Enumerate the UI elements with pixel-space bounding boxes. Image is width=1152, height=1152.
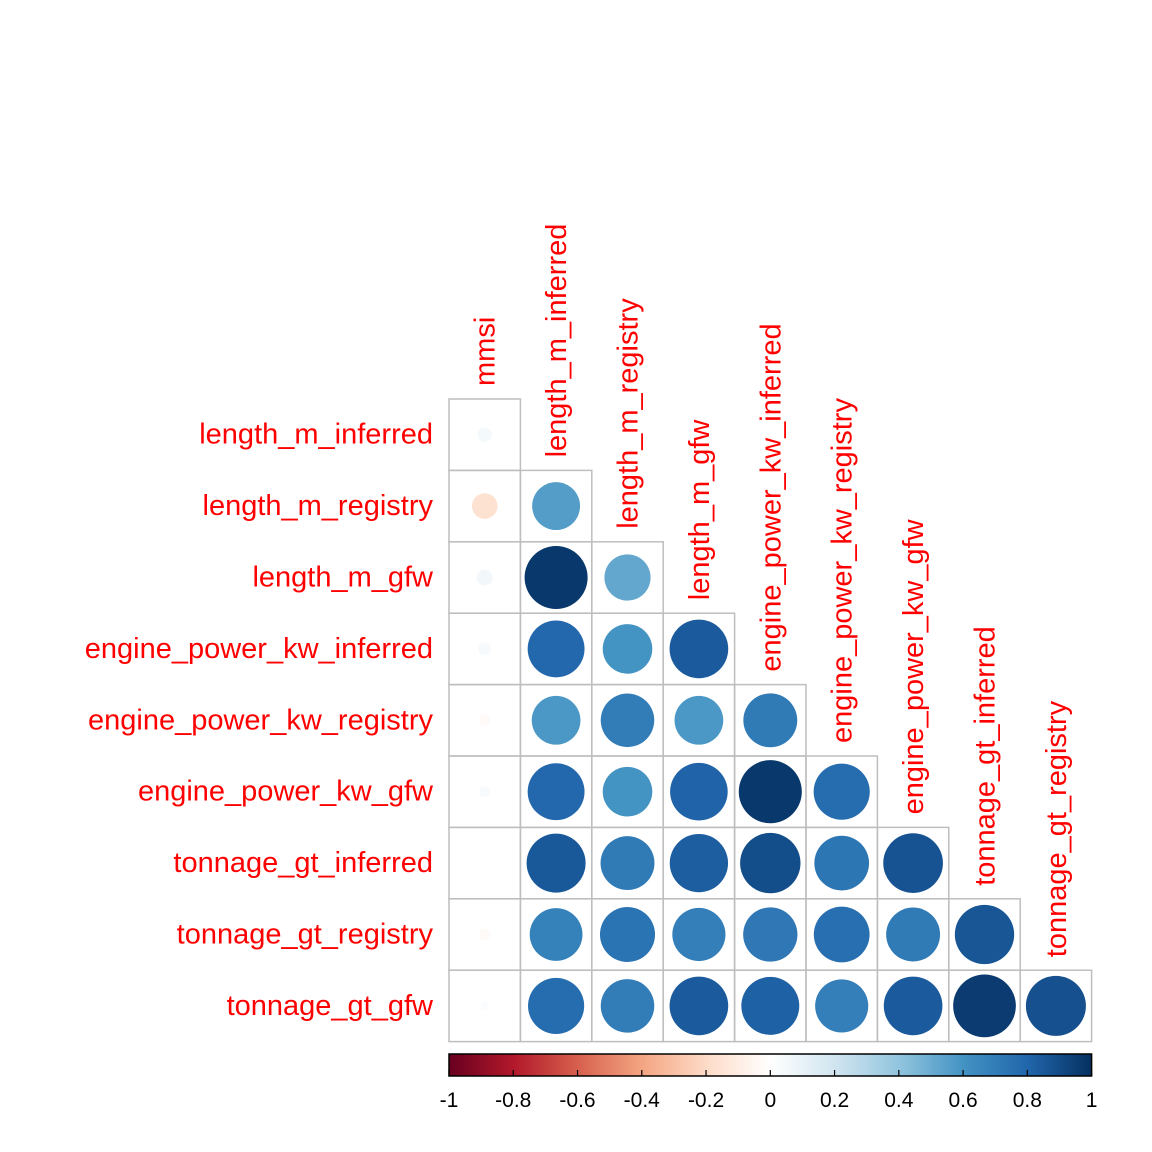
correlation-circle <box>741 976 800 1035</box>
row-label: engine_power_kw_registry <box>88 704 433 736</box>
correlation-circle <box>674 695 724 745</box>
row-label: tonnage_gt_registry <box>177 919 434 951</box>
correlation-circle <box>743 907 798 962</box>
colorbar-tick-label: 0.2 <box>820 1089 849 1112</box>
correlation-circle <box>529 908 583 961</box>
row-label: length_m_inferred <box>199 419 433 451</box>
correlation-circle <box>524 545 588 610</box>
correlation-circle <box>602 624 653 674</box>
row-label: tonnage_gt_gfw <box>227 990 434 1022</box>
correlation-circle <box>532 482 581 531</box>
correlation-circle <box>600 693 655 748</box>
colorbar-tick-label: 1 <box>1086 1089 1098 1112</box>
colorbar-tick-label: -0.8 <box>495 1089 531 1112</box>
correlation-circle <box>477 427 492 442</box>
correlation-circle <box>531 695 581 745</box>
column-label: engine_power_kw_gfw <box>898 518 930 814</box>
correlation-circle <box>604 554 651 601</box>
row-labels: length_m_inferred length_m_registrylength… <box>85 419 434 1022</box>
correlation-circle <box>813 763 870 820</box>
colorbar-tick-label: -0.6 <box>559 1089 595 1112</box>
correlation-circle <box>526 833 586 893</box>
column-label: length_m_inferred <box>541 224 573 458</box>
correlation-circle <box>815 979 869 1033</box>
correlation-circle <box>478 642 492 656</box>
column-label: mmsi <box>470 317 502 386</box>
colorbar-tick-label: -0.2 <box>688 1089 724 1112</box>
correlation-circle <box>1025 975 1086 1036</box>
correlation-circle <box>669 619 729 679</box>
row-label: tonnage_gt_inferred <box>173 847 433 879</box>
correlation-circle <box>479 786 491 798</box>
correlation-circle <box>479 714 491 726</box>
correlation-circle <box>953 974 1016 1038</box>
correlation-circle <box>886 907 941 962</box>
correlation-circle <box>813 906 870 963</box>
correlation-circle <box>600 836 655 891</box>
colorbar-tick-label: 0.6 <box>948 1089 977 1112</box>
grid-cells <box>448 398 1093 1043</box>
correlation-circle <box>479 928 491 941</box>
row-label: length_m_gfw <box>252 562 434 594</box>
colorbar-tick-label: -1 <box>440 1089 459 1112</box>
row-label: engine_power_kw_inferred <box>85 633 433 665</box>
correlation-circles <box>471 427 1086 1038</box>
column-label: tonnage_gt_registry <box>1041 700 1073 957</box>
correlation-circle <box>527 763 585 821</box>
correlation-circle <box>527 620 585 678</box>
correlation-circle <box>740 832 801 894</box>
grid-cell <box>1019 969 1093 1043</box>
correlation-circle <box>528 977 585 1034</box>
correlation-circle <box>743 693 798 748</box>
column-label: length_m_gfw <box>684 419 716 601</box>
colorbar: -1 -0.8 -0.6 -0.4 -0.2 0 0.2 0.4 0.6 0.8 1 <box>440 1053 1098 1112</box>
colorbar-tick-label: 0 <box>764 1089 776 1112</box>
correlation-circle <box>954 904 1015 965</box>
row-label: engine_power_kw_gfw <box>138 776 434 808</box>
column-label: engine_power_kw_registry <box>827 398 859 743</box>
correlation-circle <box>814 835 870 891</box>
correlation-circle <box>476 569 493 586</box>
correlation-circle <box>599 906 656 963</box>
row-label: length_m_registry <box>203 490 434 522</box>
correlation-circle <box>471 493 498 519</box>
colorbar-tick-label: -0.4 <box>624 1089 661 1112</box>
correlation-circle <box>669 976 729 1036</box>
column-label: engine_power_kw_inferred <box>755 323 787 671</box>
correlation-circle <box>883 976 943 1036</box>
colorbar-tick-label: 0.4 <box>884 1089 914 1112</box>
correlation-circle <box>738 760 802 824</box>
correlation-circle <box>480 1001 490 1011</box>
correlation-circle <box>600 979 655 1033</box>
correlation-circle <box>669 833 729 893</box>
column-label: tonnage_gt_inferred <box>970 626 1002 886</box>
colorbar-tick-label: 0.8 <box>1013 1089 1042 1112</box>
correlation-circle <box>602 766 653 817</box>
correlation-circle <box>883 833 943 893</box>
column-label: length_m_registry <box>613 298 645 529</box>
correlation-circle <box>481 859 488 867</box>
correlation-circle <box>672 907 726 962</box>
correlation-circle <box>670 762 728 821</box>
